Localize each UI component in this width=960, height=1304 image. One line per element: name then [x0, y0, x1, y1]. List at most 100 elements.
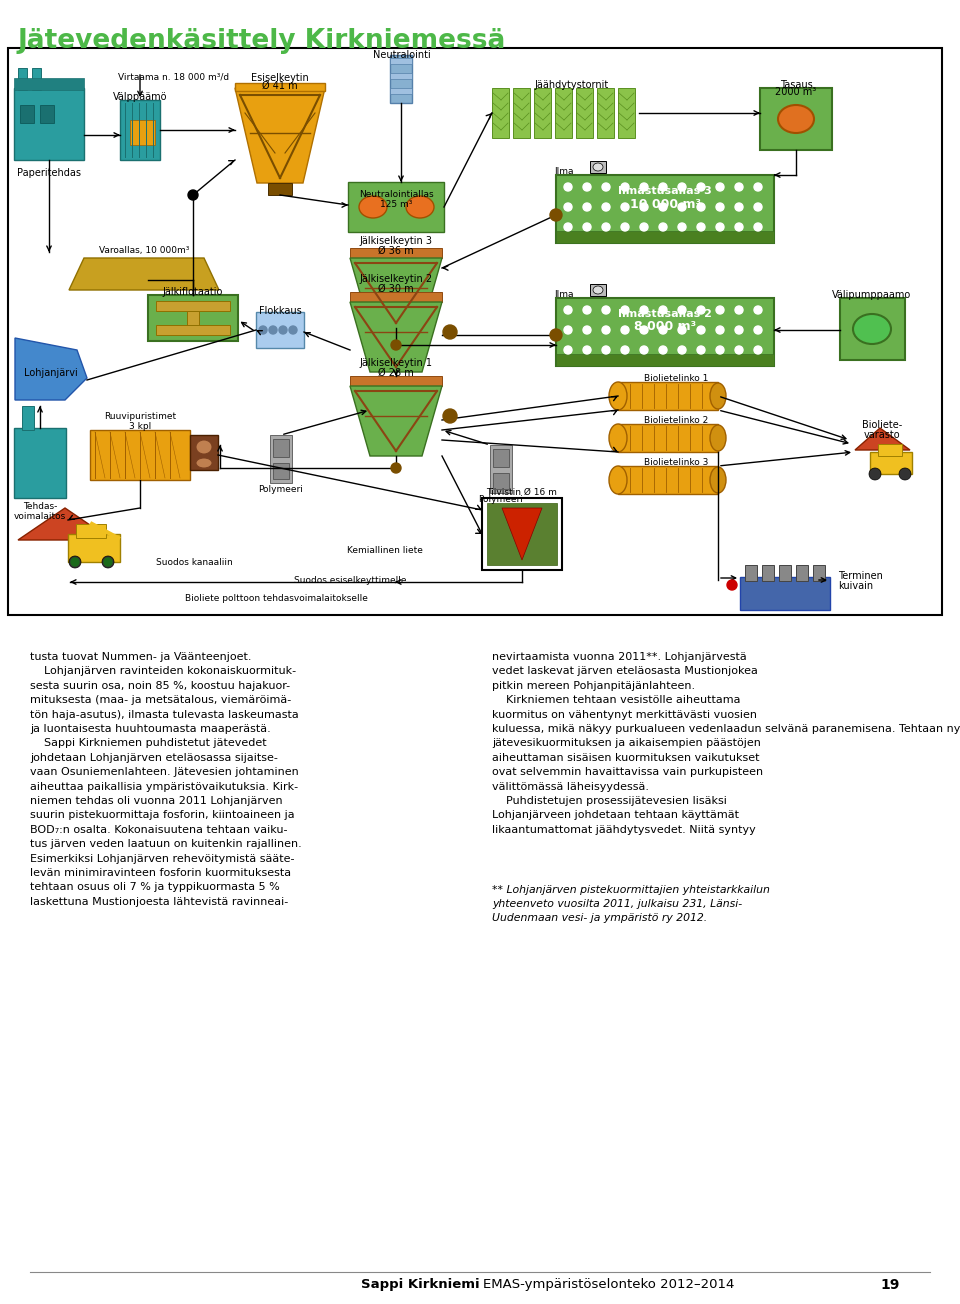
Bar	[745, 565, 757, 582]
Circle shape	[602, 346, 610, 353]
Text: Jäähdytystornit: Jäähdytystornit	[535, 80, 610, 90]
Ellipse shape	[853, 314, 891, 344]
Bar	[273, 463, 289, 479]
Text: Suodos esiselkeyttimelle: Suodos esiselkeyttimelle	[294, 576, 406, 585]
Bar	[8, 48, 942, 615]
Text: Ilma: Ilma	[554, 289, 573, 299]
Bar	[513, 87, 530, 138]
Bar	[482, 498, 562, 570]
Circle shape	[735, 326, 743, 334]
Circle shape	[659, 223, 667, 231]
Bar	[556, 353, 774, 366]
Circle shape	[550, 209, 562, 220]
Ellipse shape	[869, 468, 881, 480]
Text: 125 m³: 125 m³	[380, 200, 412, 209]
Text: Biolietelinko 1: Biolietelinko 1	[644, 374, 708, 383]
Circle shape	[659, 346, 667, 353]
Text: EMAS-ympäristöselonteko 2012–2014: EMAS-ympäristöselonteko 2012–2014	[483, 1278, 734, 1291]
Circle shape	[754, 183, 762, 190]
Bar	[14, 87, 84, 160]
Text: Neutralointi: Neutralointi	[373, 50, 431, 60]
Ellipse shape	[69, 556, 81, 569]
Circle shape	[71, 558, 79, 566]
Text: 19: 19	[880, 1278, 900, 1292]
Circle shape	[564, 183, 572, 190]
Circle shape	[621, 326, 629, 334]
Text: Ø 30 m: Ø 30 m	[378, 284, 414, 293]
Circle shape	[602, 306, 610, 314]
Text: Välipumppaamo: Välipumppaamo	[832, 289, 912, 300]
Text: 10 000 m³: 10 000 m³	[630, 197, 701, 210]
Ellipse shape	[593, 286, 603, 293]
Bar	[273, 439, 289, 456]
Text: Välppäämö: Välppäämö	[112, 93, 167, 102]
Bar	[490, 445, 512, 493]
Circle shape	[269, 326, 277, 334]
Ellipse shape	[196, 439, 212, 454]
Circle shape	[735, 306, 743, 314]
Text: voimalaitos: voimalaitos	[13, 512, 66, 522]
Circle shape	[289, 326, 297, 334]
Text: Suodos kanaaliin: Suodos kanaaliin	[156, 558, 232, 567]
Text: Virtaama n. 18 000 m³/d: Virtaama n. 18 000 m³/d	[118, 72, 229, 81]
Circle shape	[716, 306, 724, 314]
Bar	[878, 443, 902, 456]
Circle shape	[697, 306, 705, 314]
Circle shape	[659, 326, 667, 334]
Circle shape	[727, 580, 737, 589]
Bar	[68, 535, 120, 562]
Circle shape	[697, 346, 705, 353]
Text: 2000 m³: 2000 m³	[776, 87, 817, 96]
Bar	[487, 503, 557, 565]
Bar	[618, 382, 718, 409]
Bar	[187, 310, 199, 331]
Text: 3 kpl: 3 kpl	[129, 422, 151, 432]
Text: kuivain: kuivain	[838, 582, 874, 591]
Bar	[618, 424, 718, 452]
Circle shape	[443, 325, 457, 339]
Circle shape	[443, 409, 457, 422]
Circle shape	[754, 203, 762, 211]
Circle shape	[583, 326, 591, 334]
Circle shape	[564, 326, 572, 334]
Polygon shape	[350, 258, 442, 329]
Polygon shape	[350, 303, 442, 372]
Text: Tiivistin Ø 16 m: Tiivistin Ø 16 m	[487, 488, 558, 497]
Bar	[796, 565, 808, 582]
Circle shape	[583, 306, 591, 314]
Circle shape	[621, 306, 629, 314]
Bar	[555, 87, 572, 138]
Bar	[90, 430, 190, 480]
Text: Ilmastusallas 3: Ilmastusallas 3	[618, 186, 712, 196]
Circle shape	[735, 346, 743, 353]
Circle shape	[716, 223, 724, 231]
Circle shape	[583, 203, 591, 211]
Circle shape	[659, 183, 667, 190]
Circle shape	[550, 329, 562, 342]
Text: Ilmastusallas 2: Ilmastusallas 2	[618, 309, 712, 319]
Bar	[762, 565, 774, 582]
Bar	[156, 325, 230, 335]
Circle shape	[716, 346, 724, 353]
Text: Terminen: Terminen	[838, 571, 883, 582]
Bar	[493, 473, 509, 489]
Circle shape	[640, 326, 648, 334]
Bar	[556, 299, 774, 366]
Polygon shape	[855, 428, 910, 450]
Circle shape	[602, 223, 610, 231]
Text: Flokkaus: Flokkaus	[258, 306, 301, 316]
Bar	[390, 73, 412, 80]
Circle shape	[279, 326, 287, 334]
Text: Jälkiflotaatio: Jälkiflotaatio	[163, 287, 223, 297]
Circle shape	[564, 346, 572, 353]
Bar	[18, 68, 27, 90]
Text: Kemiallinen liete: Kemiallinen liete	[348, 546, 423, 556]
Text: Ø 36 m: Ø 36 m	[378, 246, 414, 256]
Bar	[256, 312, 304, 348]
Circle shape	[640, 306, 648, 314]
Bar	[556, 175, 774, 243]
Circle shape	[621, 183, 629, 190]
Bar	[156, 301, 230, 310]
Bar	[350, 376, 442, 386]
Bar	[590, 284, 606, 296]
